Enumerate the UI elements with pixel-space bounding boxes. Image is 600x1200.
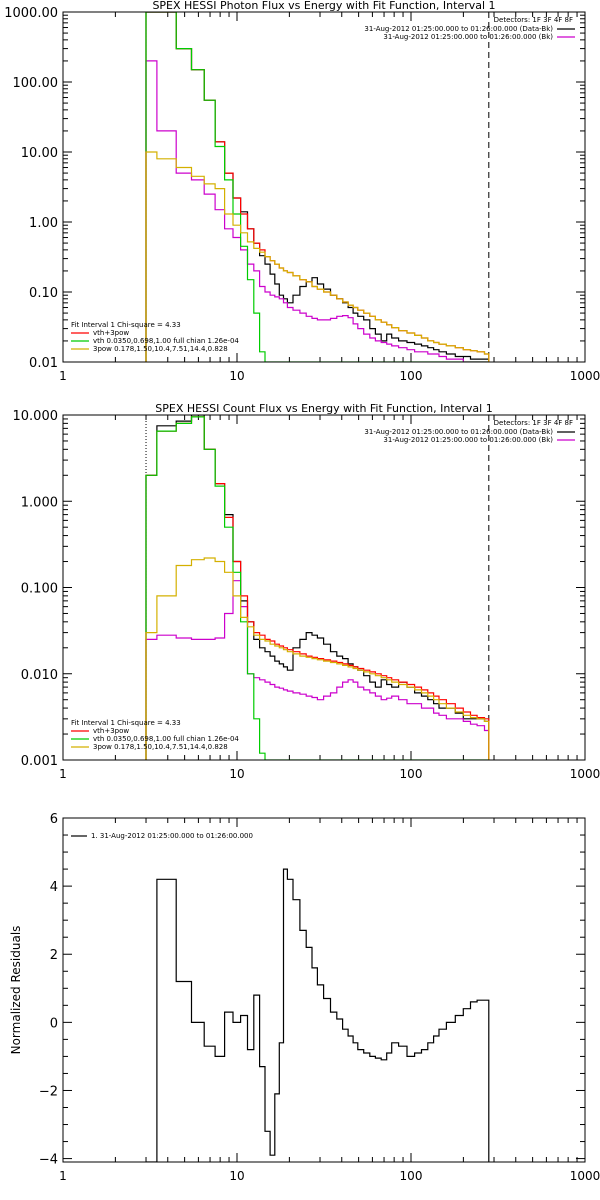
y-tick-label: 2: [50, 948, 58, 963]
y-tick-label: 0.001: [21, 754, 58, 769]
x-tick-label: 1: [59, 1169, 67, 1183]
legend-entry-label: 3pow 0.178,1.50,10.4,7.51,14.4,0.828: [93, 345, 228, 353]
y-tick-label: 0.01: [29, 356, 58, 371]
legend-entry-label: vth 0.0350,0.698,1.00 full chian 1.26e-0…: [93, 337, 239, 345]
series-line-4: [145, 12, 489, 362]
y-tick-label: 1.000: [21, 495, 58, 510]
x-tick-label: 100: [400, 767, 423, 781]
x-tick-label: 100: [400, 369, 423, 383]
y-tick-label: 10.000: [13, 409, 59, 424]
legend-header: Fit Interval 1 Chi-square = 4.33: [71, 719, 181, 727]
legend-entry-label: 3pow 0.178,1.50,10.4,7.51,14.4,0.828: [93, 743, 228, 751]
plot-frame: [62, 11, 586, 363]
y-tick-label: 0.10: [29, 286, 58, 301]
plot-frame: [62, 817, 586, 1163]
chart-panel-2: SPEX HESSI Count Flux vs Energy with Fit…: [13, 402, 600, 781]
y-tick-label: −2: [39, 1084, 58, 1099]
series-line-1: [145, 415, 490, 760]
legend-entry-label: 31-Aug-2012 01:25:00.000 to 01:26:00.000…: [383, 33, 553, 41]
x-tick-label: 1000: [570, 369, 600, 383]
chart-panel-3: Normalized Residuals 1 10 100 1000 −4 −2 0 2 4 6 1.…: [9, 812, 600, 1183]
y-tick-label: 0: [50, 1016, 58, 1031]
legend-entry-label: vth+3pow: [93, 329, 129, 337]
chart-title: SPEX HESSI Count Flux vs Energy with Fit…: [155, 402, 492, 415]
x-tick-label: 10: [229, 767, 244, 781]
chart-title: SPEX HESSI Photon Flux vs Energy with Fi…: [152, 0, 495, 12]
chart-panel-1: SPEX HESSI Photon Flux vs Energy with Fi…: [4, 0, 600, 383]
y-tick-label: 0.010: [21, 668, 58, 683]
legend-entry-label: 31-Aug-2012 01:25:00.000 to 01:26:00.000…: [364, 25, 553, 33]
series-line-3: [145, 416, 490, 760]
legend-header: Detectors: 1F 3F 4F 8F: [494, 16, 573, 24]
x-tick-label: 1000: [570, 767, 600, 781]
series-group: [145, 415, 490, 760]
series-group: [146, 868, 490, 1162]
legend-header: Detectors: 1F 3F 4F 8F: [494, 419, 573, 427]
y-tick-label: 10.00: [21, 146, 58, 161]
y-axis-label: Normalized Residuals: [9, 926, 23, 1055]
series-line-3: [145, 12, 490, 362]
series-line-5: [145, 151, 490, 362]
legend-entry-label: 31-Aug-2012 01:25:00.000 to 01:26:00.000…: [383, 436, 553, 444]
legend-top-left: 1. 31-Aug-2012 01:25:00.000 to 01:26:00.…: [71, 832, 253, 840]
x-tick-label: 1: [59, 767, 67, 781]
y-tick-label: −4: [39, 1153, 58, 1168]
series-line-5: [145, 557, 490, 760]
plot-frame: [62, 414, 586, 761]
series-line-1: [146, 868, 490, 1162]
x-tick-label: 10: [229, 1169, 244, 1183]
series-line-1: [145, 12, 490, 362]
legend-bottom-left: Fit Interval 1 Chi-square = 4.33vth+3pow…: [71, 719, 239, 751]
y-tick-label: 100.00: [13, 76, 59, 91]
legend-entry-label: 31-Aug-2012 01:25:00.000 to 01:26:00.000…: [364, 428, 553, 436]
series-line-2: [145, 580, 490, 760]
legend-entry-label: vth+3pow: [93, 727, 129, 735]
y-tick-label: 4: [50, 880, 58, 895]
x-tick-label: 1000: [570, 1169, 600, 1183]
legend-entry-label: 1. 31-Aug-2012 01:25:00.000 to 01:26:00.…: [91, 832, 253, 840]
legend-entry-label: vth 0.0350,0.698,1.00 full chian 1.26e-0…: [93, 735, 239, 743]
legend-bottom-left: Fit Interval 1 Chi-square = 4.33vth+3pow…: [71, 321, 239, 353]
x-tick-label: 10: [229, 369, 244, 383]
y-tick-label: 1.00: [29, 216, 58, 231]
legend-header: Fit Interval 1 Chi-square = 4.33: [71, 321, 181, 329]
y-tick-label: 6: [50, 812, 58, 827]
series-group: [145, 12, 490, 362]
series-line-2: [145, 60, 489, 362]
series-line-4: [145, 416, 489, 760]
y-tick-label: 0.100: [21, 582, 58, 597]
x-tick-label: 1: [59, 369, 67, 383]
y-tick-label: 1000.00: [4, 6, 58, 21]
x-tick-label: 100: [400, 1169, 423, 1183]
